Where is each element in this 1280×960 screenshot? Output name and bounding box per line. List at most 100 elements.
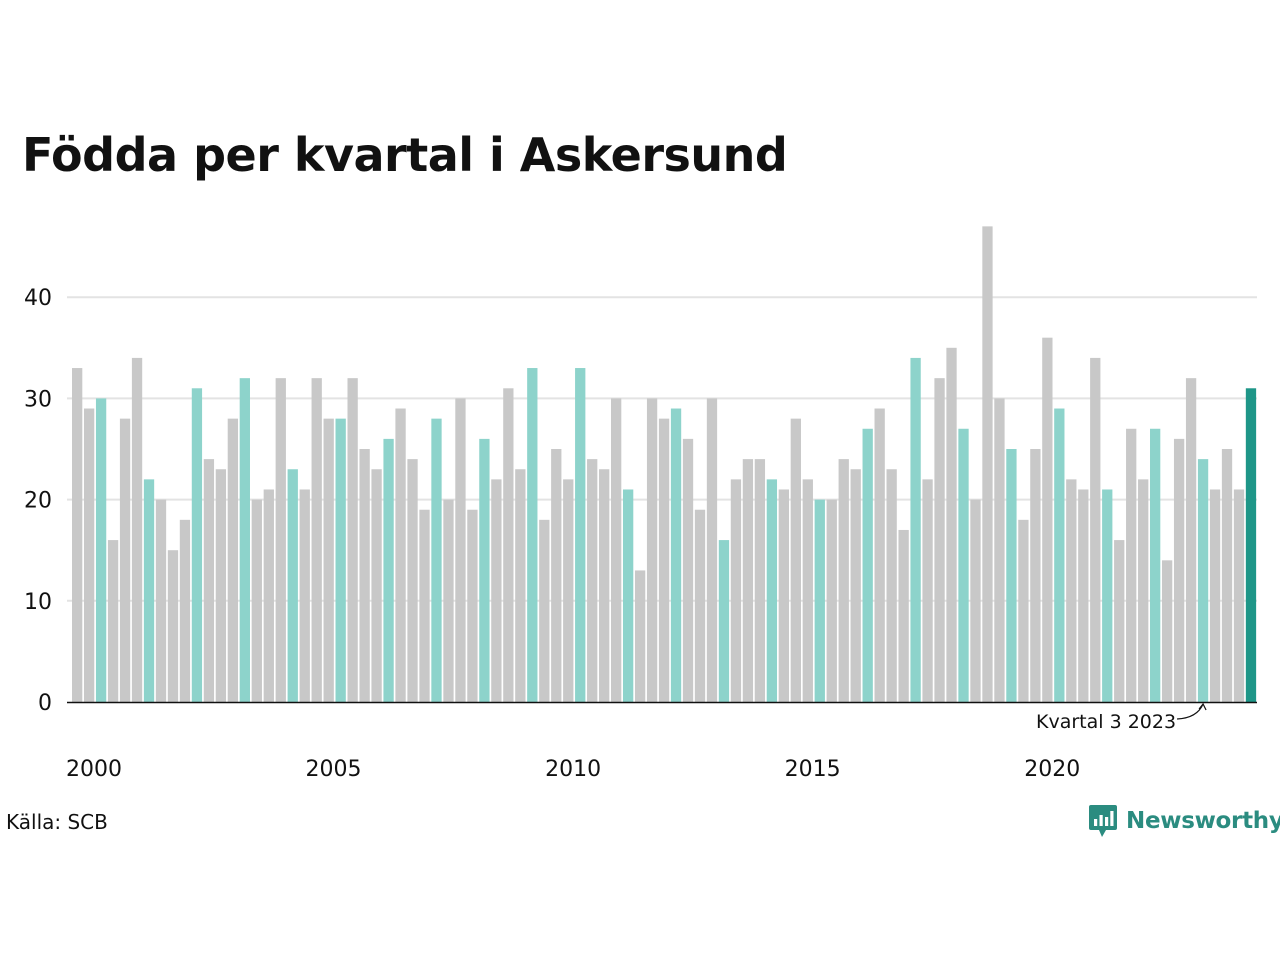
bar: [263, 489, 274, 702]
newsworthy-logo-icon: [1089, 805, 1117, 837]
bar: [311, 378, 322, 702]
bar: [946, 347, 957, 702]
bar: [275, 378, 286, 702]
annotation-label: Kvartal 3 2023: [1036, 711, 1176, 733]
bar: [155, 499, 167, 702]
y-tick-label: 10: [24, 590, 52, 615]
bar: [970, 499, 981, 702]
bar: [395, 408, 406, 702]
bar: [131, 357, 143, 702]
x-axis-ticks: 2000 2005 2010 2015 2020: [66, 757, 1080, 782]
x-tick-label: 2020: [1024, 757, 1080, 782]
bar: [874, 408, 885, 702]
bar: [754, 459, 766, 702]
bar: [563, 479, 574, 702]
bar: [994, 398, 1005, 702]
chart-title: Födda per kvartal i Askersund: [22, 128, 788, 182]
bar: [1150, 428, 1161, 702]
bar: [119, 418, 131, 702]
bar: [1245, 388, 1257, 702]
y-tick-label: 20: [24, 489, 52, 514]
bar: [718, 540, 730, 702]
bar: [587, 459, 598, 702]
bar: [227, 418, 239, 702]
bar: [1233, 489, 1245, 702]
bar: [167, 550, 179, 702]
bar: [371, 469, 382, 702]
y-tick-label: 40: [24, 286, 52, 311]
bar: [658, 418, 670, 702]
bar: [742, 459, 754, 702]
bar: [730, 479, 742, 702]
bar: [706, 398, 718, 702]
bar: [1018, 519, 1029, 702]
bar: [611, 398, 622, 702]
bar: [539, 519, 550, 702]
bar: [1197, 459, 1209, 702]
bar: [1030, 449, 1041, 702]
source-note: Källa: SCB: [6, 810, 108, 834]
bar: [910, 357, 921, 702]
bar: [1102, 489, 1113, 702]
bar: [850, 469, 861, 702]
bar: [802, 479, 813, 702]
y-tick-label: 0: [38, 691, 52, 716]
bar: [347, 378, 358, 702]
x-tick-label: 2005: [306, 757, 362, 782]
x-tick-label: 2000: [66, 757, 122, 782]
bar: [958, 428, 969, 702]
bar: [634, 570, 646, 702]
bar: [1078, 489, 1089, 702]
bar: [251, 499, 262, 702]
bar: [670, 408, 682, 702]
bar: [1006, 449, 1017, 702]
bar-chart: 0 10 20 30 40 2000 2005 2010 2015 2020 Kvartal 3…: [24, 226, 1257, 782]
bar: [527, 368, 538, 702]
bar: [934, 378, 945, 702]
bar: [646, 398, 658, 702]
bar: [215, 469, 227, 702]
bar: [838, 459, 849, 702]
bar: [778, 489, 789, 702]
bar: [599, 469, 610, 702]
y-tick-label: 30: [24, 387, 52, 412]
bar: [1054, 408, 1065, 702]
bar: [1090, 357, 1101, 702]
bar: [419, 509, 430, 702]
bar: [467, 509, 478, 702]
bar: [622, 489, 634, 702]
bar: [1126, 428, 1137, 702]
y-axis-ticks: 0 10 20 30 40: [24, 286, 52, 716]
bar: [862, 428, 873, 702]
bars: [72, 226, 1257, 703]
bar: [503, 388, 514, 702]
annotation-arrow: [1177, 702, 1207, 720]
bar: [898, 529, 909, 702]
bar: [407, 459, 418, 702]
bar: [299, 489, 310, 702]
bar: [191, 388, 203, 702]
bar: [72, 368, 83, 702]
bar: [1066, 479, 1077, 702]
bar: [1209, 489, 1221, 702]
bar: [1114, 540, 1125, 702]
bar: [179, 519, 191, 702]
bar: [107, 540, 119, 702]
bar: [95, 398, 107, 702]
bar: [491, 479, 502, 702]
bar: [694, 509, 706, 702]
bar: [455, 398, 466, 702]
newsworthy-logo[interactable]: Newsworthy: [1088, 804, 1280, 838]
bar: [431, 418, 442, 702]
x-tick-label: 2015: [785, 757, 841, 782]
annotation: Kvartal 3 2023: [1036, 702, 1207, 733]
bar: [335, 418, 346, 702]
bar: [1221, 449, 1233, 702]
bar: [239, 378, 250, 702]
bar: [479, 438, 490, 702]
bar: [203, 459, 215, 702]
bar: [575, 368, 586, 702]
bar: [359, 449, 370, 702]
bar: [323, 418, 334, 702]
bar: [826, 499, 837, 702]
